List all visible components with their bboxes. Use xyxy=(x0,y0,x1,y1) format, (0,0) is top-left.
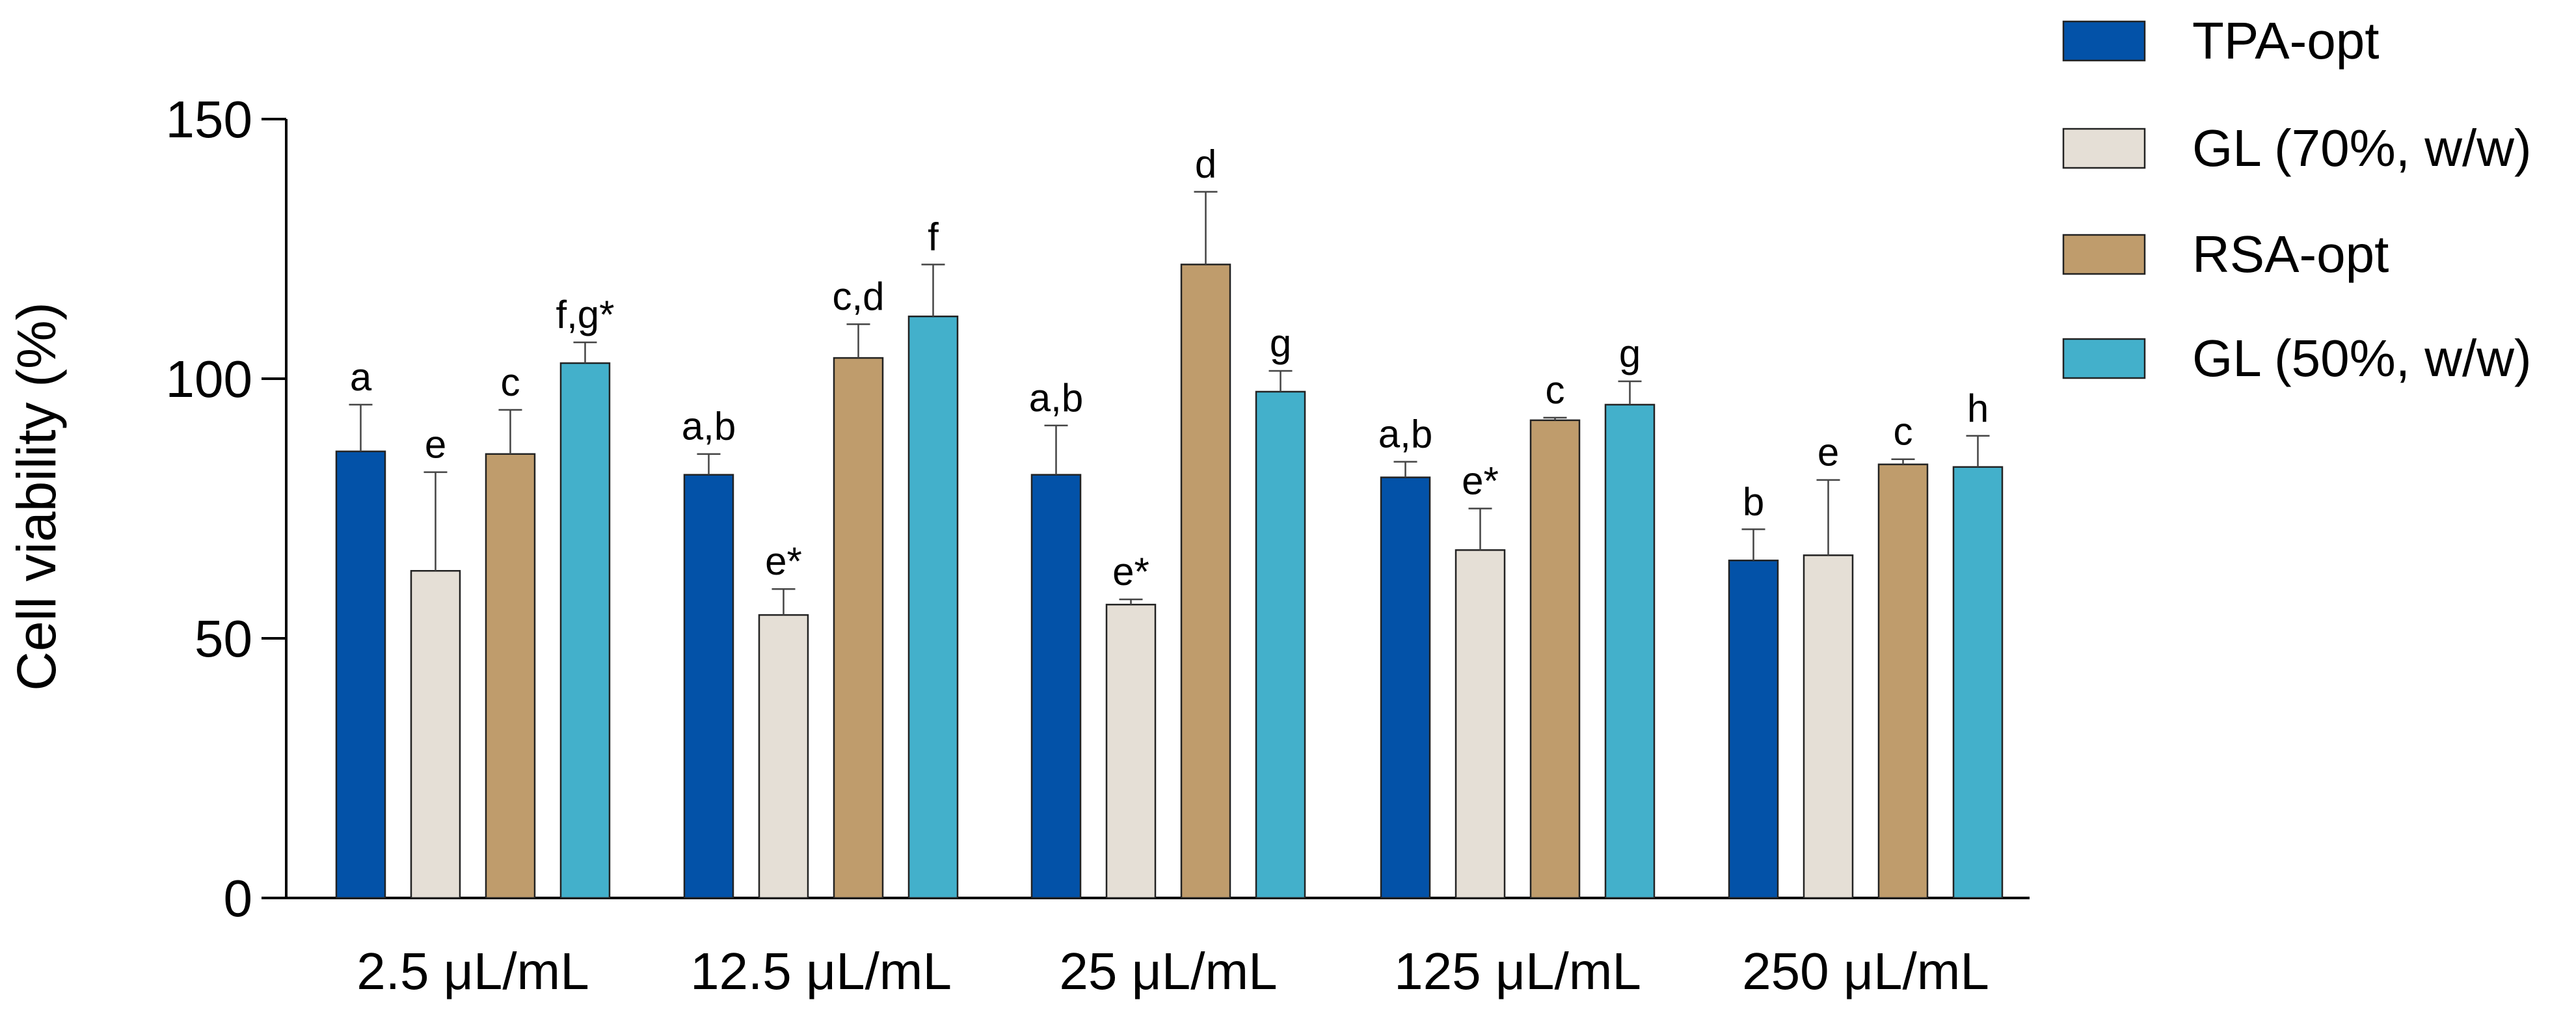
y-tick-label: 0 xyxy=(224,869,253,927)
legend-label: RSA-opt xyxy=(2192,225,2389,283)
bar xyxy=(1380,476,1431,899)
significance-label: h xyxy=(1967,387,1989,430)
bar xyxy=(485,453,536,899)
significance-label: c xyxy=(1894,410,1913,454)
significance-label: a,b xyxy=(1378,413,1432,456)
bar xyxy=(1255,390,1306,899)
significance-label: b xyxy=(1743,480,1764,523)
bar xyxy=(335,450,386,899)
significance-label: f xyxy=(928,215,939,258)
bar xyxy=(1604,403,1656,899)
x-tick-label: 250 μL/mL xyxy=(1742,942,1989,1000)
bar xyxy=(1803,554,1854,899)
legend-swatch xyxy=(2062,234,2146,275)
significance-label: d xyxy=(1195,143,1216,186)
bar xyxy=(1455,549,1506,899)
x-tick-label: 2.5 μL/mL xyxy=(356,942,589,1000)
significance-label: c xyxy=(501,360,520,404)
y-axis-label: Cell viability (%) xyxy=(6,302,67,690)
legend-label: TPA-opt xyxy=(2192,12,2380,70)
significance-label: c xyxy=(1546,368,1565,412)
bar xyxy=(559,362,611,899)
bar xyxy=(1180,264,1231,899)
bar xyxy=(410,570,461,899)
significance-label: g xyxy=(1270,321,1291,365)
legend: TPA-opt GL (70%, w/w) RSA-opt GL (50%, w/w) xyxy=(2062,12,2532,387)
x-tick-label: 25 μL/mL xyxy=(1059,942,1277,1000)
bar xyxy=(1105,603,1157,899)
x-tick-label: 125 μL/mL xyxy=(1394,942,1641,1000)
significance-labels-layer: a a,b a,b a,b b e e* e* e* e c c,d d c c f,g* f g g h xyxy=(350,143,1989,593)
legend-swatch xyxy=(2062,128,2146,169)
y-axis: 0 50 100 150 xyxy=(166,90,288,927)
bar xyxy=(907,315,959,899)
bar xyxy=(683,474,734,899)
error-bars-layer xyxy=(349,191,1990,616)
significance-label: f,g* xyxy=(556,293,614,336)
y-tick-label: 100 xyxy=(166,350,252,408)
bar xyxy=(833,357,884,899)
bar xyxy=(1030,474,1082,899)
bar xyxy=(1728,560,1779,899)
significance-label: a xyxy=(350,355,372,399)
bar xyxy=(1952,466,2004,899)
y-tick-label: 50 xyxy=(195,610,252,668)
significance-label: a,b xyxy=(682,405,736,448)
x-axis: 2.5 μL/mL 12.5 μL/mL 25 μL/mL 125 μL/mL 250 … xyxy=(286,897,2030,1000)
significance-label: a,b xyxy=(1029,376,1083,420)
significance-label: e* xyxy=(765,539,802,583)
bar xyxy=(758,614,809,899)
significance-label: e xyxy=(425,423,446,467)
significance-label: e* xyxy=(1112,550,1149,593)
bar xyxy=(1877,463,1929,899)
legend-swatch xyxy=(2062,338,2146,379)
significance-label: e* xyxy=(1462,459,1499,503)
x-tick-label: 12.5 μL/mL xyxy=(690,942,952,1000)
significance-label: e xyxy=(1818,431,1839,474)
bars-layer xyxy=(335,264,2004,899)
legend-swatch xyxy=(2062,20,2146,62)
y-tick-label: 150 xyxy=(166,90,252,148)
significance-label: g xyxy=(1619,332,1641,375)
bar xyxy=(1529,419,1581,899)
significance-label: c,d xyxy=(832,275,884,318)
legend-label: GL (70%, w/w) xyxy=(2192,119,2532,177)
legend-label: GL (50%, w/w) xyxy=(2192,329,2532,387)
